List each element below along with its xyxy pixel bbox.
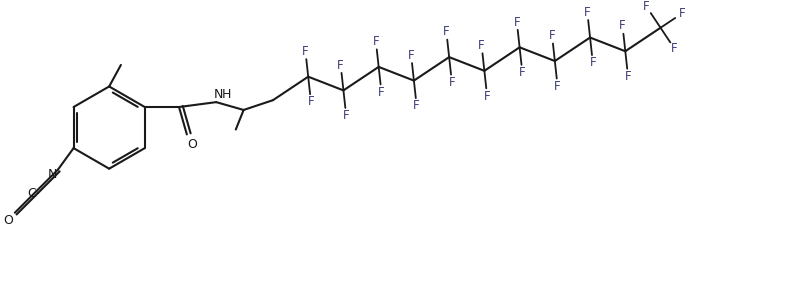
Text: F: F (343, 109, 349, 122)
Text: N: N (214, 88, 223, 101)
Text: F: F (372, 35, 379, 48)
Text: O: O (3, 214, 13, 227)
Text: F: F (413, 99, 420, 112)
Text: F: F (308, 95, 314, 109)
Text: F: F (554, 80, 561, 93)
Text: N: N (47, 168, 57, 181)
Text: H: H (221, 88, 231, 101)
Text: F: F (549, 29, 555, 42)
Text: F: F (337, 59, 344, 72)
Text: F: F (590, 56, 596, 69)
Text: F: F (378, 86, 384, 99)
Text: F: F (408, 49, 414, 62)
Text: F: F (449, 76, 455, 89)
Text: F: F (478, 39, 485, 52)
Text: F: F (513, 15, 520, 29)
Text: F: F (619, 20, 626, 32)
Text: F: F (519, 66, 525, 79)
Text: F: F (302, 45, 308, 58)
Text: F: F (671, 42, 678, 55)
Text: C: C (27, 187, 36, 200)
Text: O: O (187, 138, 197, 151)
Text: F: F (584, 6, 590, 19)
Text: F: F (625, 70, 631, 83)
Text: F: F (443, 25, 449, 38)
Text: F: F (643, 0, 650, 13)
Text: F: F (484, 90, 490, 102)
Text: F: F (678, 7, 685, 20)
